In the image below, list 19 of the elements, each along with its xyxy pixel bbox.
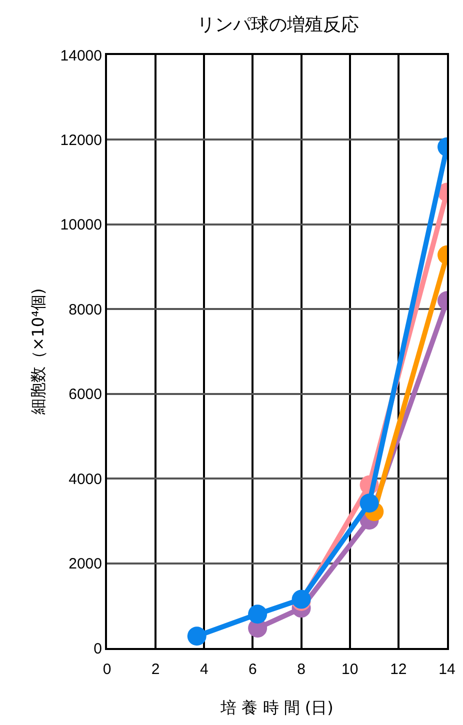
y-tick-label: 8000 bbox=[68, 301, 102, 318]
x-tick-label: 12 bbox=[390, 661, 407, 678]
y-tick-label: 0 bbox=[94, 640, 102, 658]
x-tick-label: 14 bbox=[438, 661, 456, 678]
chart-title: リンパ球の増殖反応 bbox=[196, 14, 359, 36]
x-tick-label: 2 bbox=[151, 661, 160, 678]
y-tick-label: 12000 bbox=[60, 132, 102, 149]
x-axis-title: 培 養 時 間 (日) bbox=[220, 698, 334, 718]
y-tick-label: 14000 bbox=[60, 47, 102, 64]
y-tick-label: 4000 bbox=[68, 470, 102, 488]
y-axis-title: 細胞数（×10⁴個) bbox=[28, 288, 48, 416]
y-tick-label: 6000 bbox=[68, 386, 102, 404]
x-tick-label: 10 bbox=[342, 661, 358, 678]
y-tick-label: 2000 bbox=[68, 556, 102, 573]
point bbox=[248, 604, 268, 624]
x-tick-label: 6 bbox=[248, 661, 257, 678]
x-tick-label: 8 bbox=[297, 661, 306, 678]
x-tick-label: 4 bbox=[200, 661, 208, 678]
y-tick-label: 10000 bbox=[60, 216, 102, 234]
